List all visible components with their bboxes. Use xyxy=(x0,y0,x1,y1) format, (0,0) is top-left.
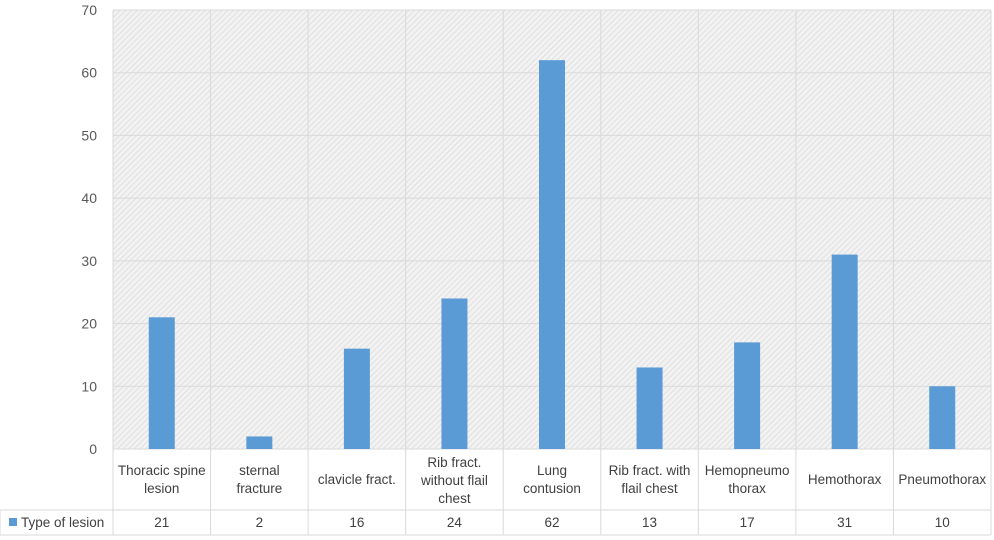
data-table: Thoracic spine lesion 21 sternal fracture 2 cl… xyxy=(0,455,991,536)
bar xyxy=(636,367,663,449)
y-tick-label: 40 xyxy=(81,190,97,206)
bar xyxy=(831,254,858,449)
bar xyxy=(246,436,273,449)
bar xyxy=(148,317,175,449)
y-tick-label: 0 xyxy=(89,441,97,457)
x-tick-label: sternal xyxy=(239,463,280,478)
x-tick-label: chest xyxy=(438,491,471,506)
data-table-value: 16 xyxy=(349,515,364,530)
y-axis: 0 10 20 30 40 50 60 70 xyxy=(81,2,97,457)
data-table-value: 62 xyxy=(544,515,559,530)
y-tick-label: 10 xyxy=(81,378,97,394)
data-table-value: 10 xyxy=(935,515,950,530)
x-tick-label: Pneumothorax xyxy=(898,472,986,487)
bar xyxy=(734,342,761,449)
x-tick-label: without flail xyxy=(420,473,488,488)
data-table-value: 31 xyxy=(837,515,852,530)
x-tick-label: Thoracic spine xyxy=(118,463,206,478)
y-tick-label: 60 xyxy=(81,65,97,81)
bars xyxy=(148,60,956,450)
data-table-value: 2 xyxy=(256,515,264,530)
data-table-value: 17 xyxy=(740,515,755,530)
x-tick-label: fracture xyxy=(236,481,282,496)
x-tick-label: contusion xyxy=(523,481,581,496)
x-tick-label: clavicle fract. xyxy=(318,472,396,487)
data-table-value: 24 xyxy=(447,515,463,530)
x-tick-label: Rib fract. with xyxy=(609,463,691,478)
y-tick-label: 70 xyxy=(81,2,97,18)
data-table-value: 21 xyxy=(154,515,169,530)
data-table-value: 13 xyxy=(642,515,657,530)
y-tick-label: 20 xyxy=(81,316,97,332)
x-tick-label: Hemopneumo xyxy=(705,463,790,478)
x-tick-label: thorax xyxy=(728,481,766,496)
x-tick-label: Lung xyxy=(537,463,567,478)
bar xyxy=(929,386,956,449)
x-tick-label: lesion xyxy=(144,481,179,496)
bar xyxy=(343,348,370,449)
x-tick-label: Rib fract. xyxy=(427,455,481,470)
y-tick-label: 50 xyxy=(81,127,97,143)
bar xyxy=(441,298,468,449)
x-tick-label: Hemothorax xyxy=(808,472,882,487)
x-tick-label: flail chest xyxy=(621,481,678,496)
bar xyxy=(539,60,565,450)
legend-label: Type of lesion xyxy=(21,515,104,530)
legend-swatch xyxy=(9,518,17,526)
y-tick-label: 30 xyxy=(81,253,97,269)
